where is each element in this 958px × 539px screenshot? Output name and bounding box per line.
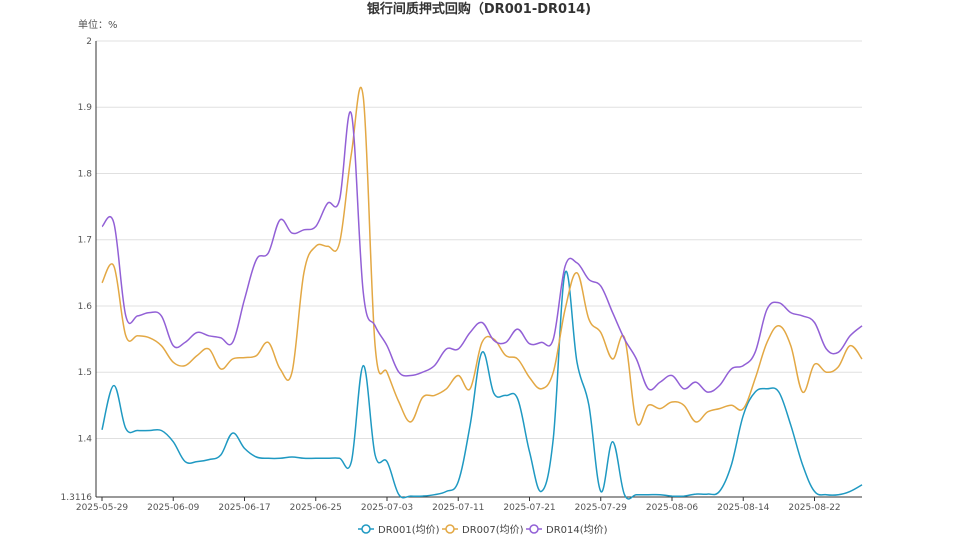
legend-marker bbox=[361, 524, 371, 534]
chart-title: 银行间质押式回购（DR001-DR014) bbox=[367, 1, 591, 17]
y-tick-label: 1.8 bbox=[78, 169, 93, 179]
y-tick-label: 1.7 bbox=[78, 236, 92, 246]
x-tick-label: 2025-08-06 bbox=[646, 503, 699, 513]
legend-label: DR001(均价) bbox=[378, 524, 440, 536]
legend-item-3[interactable]: DR014(均价) bbox=[526, 524, 608, 536]
x-tick-label: 2025-06-09 bbox=[147, 503, 200, 513]
legend-marker bbox=[445, 524, 455, 534]
x-tick-label: 2025-07-29 bbox=[575, 503, 628, 513]
x-tick-label: 2025-06-17 bbox=[218, 503, 270, 513]
y-tick-label: 2 bbox=[86, 37, 92, 47]
y-tick-labels: 2 1.9 1.8 1.7 1.6 1.5 1.4 1.3116 bbox=[61, 37, 93, 503]
legend-label: DR007(均价) bbox=[462, 524, 524, 536]
unit-label: 单位：% bbox=[78, 18, 118, 31]
series-line-2 bbox=[101, 86, 863, 426]
x-tick-label: 2025-05-29 bbox=[76, 503, 129, 513]
y-tick-label: 1.5 bbox=[78, 368, 92, 378]
series-line-3 bbox=[101, 111, 863, 393]
x-tick-labels: 2025-05-29 2025-06-09 2025-06-17 2025-06-25… bbox=[76, 497, 841, 513]
y-tick-label: 1.6 bbox=[78, 302, 93, 312]
legend-item-1[interactable]: DR001(均价) bbox=[358, 524, 440, 536]
y-tick-label: 1.3116 bbox=[61, 493, 93, 503]
x-tick-label: 2025-07-03 bbox=[361, 503, 413, 513]
x-tick-label: 2025-07-21 bbox=[503, 503, 555, 513]
series-lines bbox=[101, 86, 863, 500]
series-line-1 bbox=[101, 270, 863, 500]
x-tick-label: 2025-06-25 bbox=[290, 503, 342, 513]
x-tick-label: 2025-08-22 bbox=[788, 503, 840, 513]
legend-label: DR014(均价) bbox=[546, 524, 608, 536]
y-tick-label: 1.4 bbox=[78, 434, 93, 444]
grid-lines bbox=[96, 40, 862, 439]
x-tick-label: 2025-07-11 bbox=[432, 503, 484, 513]
legend[interactable]: DR001(均价) DR007(均价) DR014(均价) bbox=[358, 524, 608, 536]
legend-item-2[interactable]: DR007(均价) bbox=[442, 524, 524, 536]
axes bbox=[95, 41, 862, 498]
x-tick-label: 2025-08-14 bbox=[717, 503, 770, 513]
y-tick-label: 1.9 bbox=[78, 103, 93, 113]
legend-marker bbox=[529, 524, 539, 534]
